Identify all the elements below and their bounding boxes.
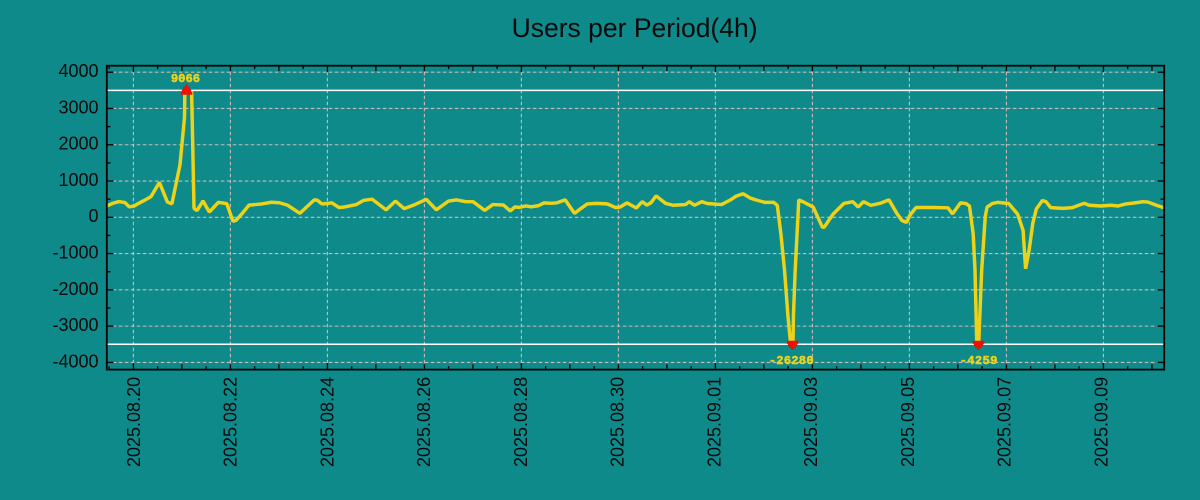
svg-text:2025.08.26: 2025.08.26 xyxy=(414,377,434,467)
svg-text:2025.09.03: 2025.09.03 xyxy=(801,377,821,467)
svg-text:3000: 3000 xyxy=(58,97,98,117)
svg-text:2025.09.07: 2025.09.07 xyxy=(995,377,1015,467)
svg-text:1000: 1000 xyxy=(58,170,98,190)
svg-text:2025.09.05: 2025.09.05 xyxy=(898,377,918,467)
svg-text:9066: 9066 xyxy=(171,72,200,86)
svg-text:-3000: -3000 xyxy=(52,315,98,335)
svg-text:-26280: -26280 xyxy=(769,354,814,368)
svg-text:-4000: -4000 xyxy=(52,351,98,371)
svg-text:2025.08.24: 2025.08.24 xyxy=(317,377,337,467)
svg-text:2025.09.01: 2025.09.01 xyxy=(704,377,724,467)
svg-text:2025.08.28: 2025.08.28 xyxy=(511,377,531,467)
svg-text:-1000: -1000 xyxy=(52,242,98,262)
svg-text:2000: 2000 xyxy=(58,134,98,154)
svg-text:2025.08.20: 2025.08.20 xyxy=(124,377,144,467)
svg-text:0: 0 xyxy=(88,206,98,226)
svg-text:2025.08.30: 2025.08.30 xyxy=(608,377,628,467)
svg-text:4000: 4000 xyxy=(58,61,98,81)
svg-text:2025.08.22: 2025.08.22 xyxy=(221,377,241,467)
svg-text:-2000: -2000 xyxy=(52,279,98,299)
svg-text:Users per Period(4h): Users per Period(4h) xyxy=(512,13,758,43)
svg-text:-4259: -4259 xyxy=(960,354,998,368)
svg-text:2025.09.09: 2025.09.09 xyxy=(1091,377,1111,467)
